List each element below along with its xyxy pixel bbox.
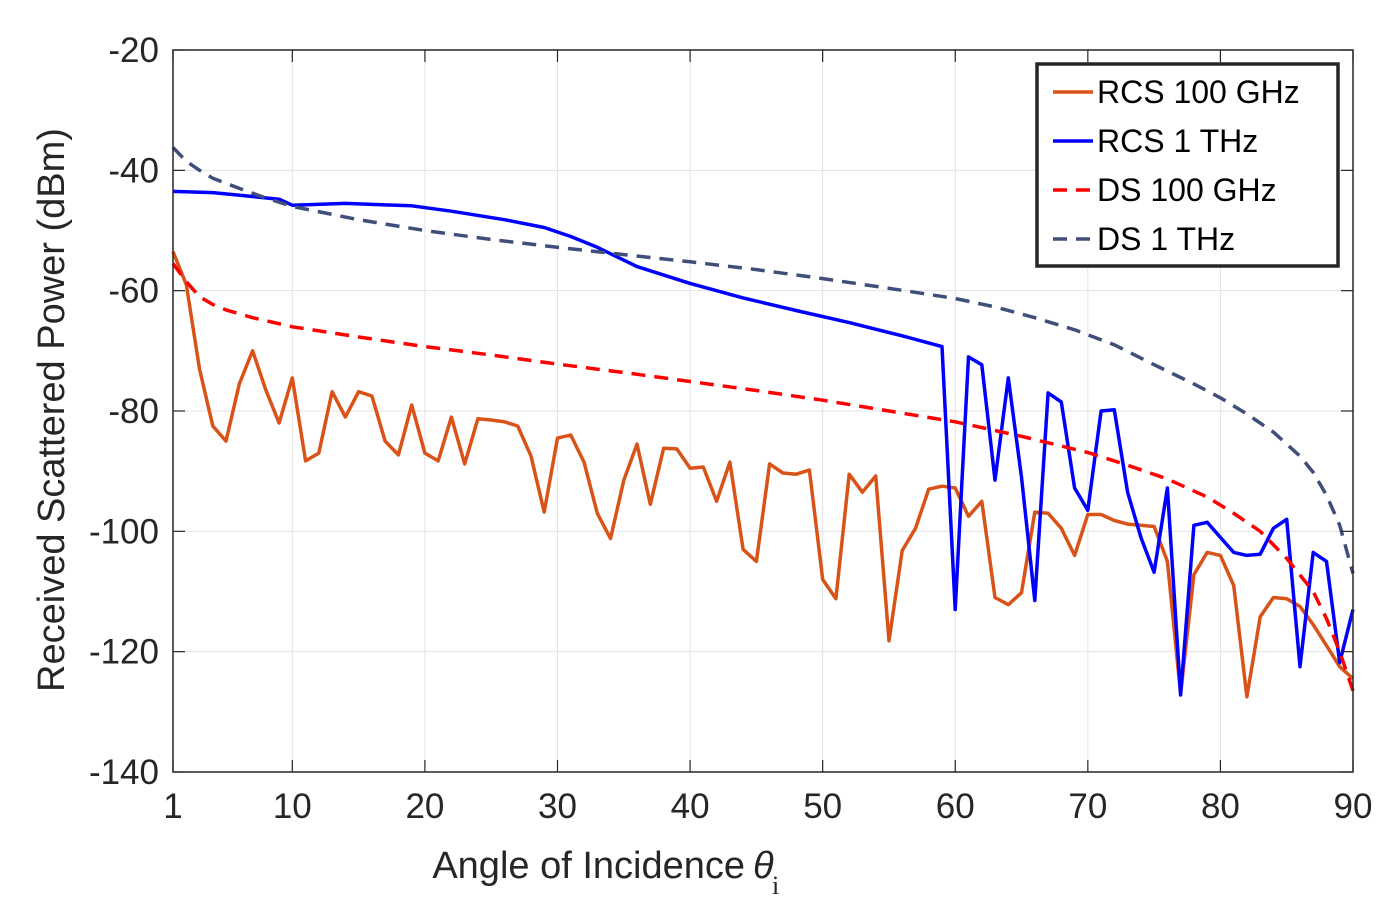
y-tick-label: -20 [108,31,159,70]
series-line-ds-1-thz [171,146,1355,574]
legend-label: DS 100 GHz [1097,172,1277,208]
x-tick-label: 90 [1334,787,1373,826]
x-tick-label: 1 [163,787,182,826]
x-tick-label: 60 [936,787,975,826]
x-tick-label: 40 [671,787,710,826]
x-axis-label-subscript: i [772,871,779,900]
y-tick-label: -100 [89,512,159,551]
legend-label: RCS 1 THz [1097,123,1258,159]
x-tick-label: 70 [1068,787,1107,826]
x-tick-label: 20 [405,787,444,826]
y-tick-label: -120 [89,633,159,672]
series-line-rcs-100-ghz [171,250,1355,699]
legend-label: RCS 100 GHz [1097,74,1300,110]
y-tick-label: -140 [89,753,159,792]
x-axis-label: Angle of Incidence [432,845,745,887]
tick-labels: 1 10 20 30 40 50 60 70 80 90 -140 -120 -100 -80 -60 -40… [89,31,1373,826]
legend: RCS 100 GHz RCS 1 THz DS 100 GHz DS 1 THz [1035,62,1340,268]
legend-box [1035,62,1340,268]
series-layer [171,146,1355,699]
legend-label: DS 1 THz [1097,221,1235,257]
x-tick-label: 80 [1201,787,1240,826]
y-tick-label: -60 [108,272,159,311]
x-tick-label: 10 [273,787,312,826]
y-tick-label: -80 [108,392,159,431]
x-axis-label-symbol: θ [753,845,774,887]
series-line-rcs-1-thz [172,189,1355,697]
y-tick-label: -40 [108,151,159,190]
y-axis-label: Received Scattered Power (dBm) [31,128,73,692]
series-line-ds-100-ghz [171,262,1355,692]
x-tick-label: 50 [803,787,842,826]
x-tick-label: 30 [538,787,577,826]
